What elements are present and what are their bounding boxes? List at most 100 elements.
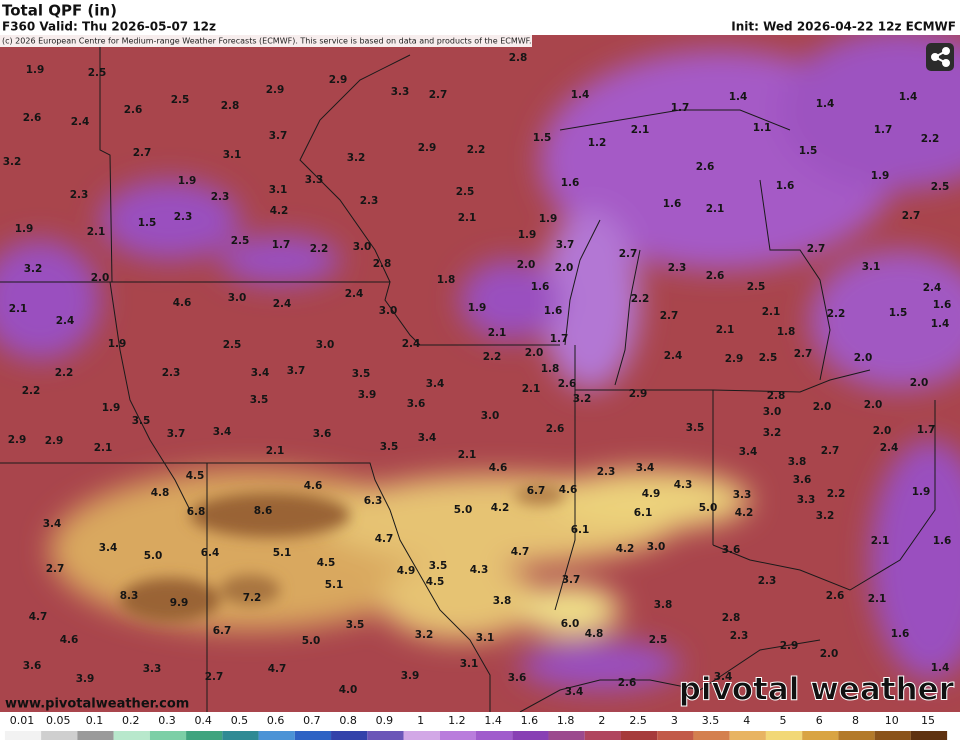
map-value-label: 2.3 xyxy=(597,466,616,478)
map-value-label: 1.6 xyxy=(933,299,952,311)
shoreline xyxy=(759,179,831,381)
map-value-label: 1.6 xyxy=(663,198,682,210)
map-value-label: 5.0 xyxy=(302,635,321,647)
map-value-label: 1.4 xyxy=(899,91,918,103)
valid-time: F360 Valid: Thu 2026-05-07 12z xyxy=(2,20,216,34)
shoreline xyxy=(559,109,791,131)
colorbar-label: 5 xyxy=(780,714,787,727)
map-value-label: 1.7 xyxy=(272,239,291,251)
colorbar-label: 15 xyxy=(921,714,935,727)
river-line xyxy=(109,281,191,511)
map-value-label: 2.7 xyxy=(807,243,826,255)
map-value-label: 2.0 xyxy=(910,377,929,389)
map-value-label: 3.0 xyxy=(379,305,398,317)
map-value-label: 1.4 xyxy=(931,662,950,674)
map-value-label: 4.2 xyxy=(270,205,289,217)
map-value-label: 1.5 xyxy=(799,145,818,157)
map-value-label: 1.9 xyxy=(468,302,487,314)
map-value-label: 2.0 xyxy=(555,262,574,274)
map-value-label: 3.6 xyxy=(793,474,812,486)
map-value-label: 6.3 xyxy=(364,495,383,507)
map-value-label: 2.1 xyxy=(716,324,735,336)
colorbar-swatch xyxy=(693,731,730,740)
map-value-label: 9.9 xyxy=(170,597,189,609)
colorbar-swatch xyxy=(657,731,694,740)
map-value-label: 3.5 xyxy=(352,368,371,380)
map-value-label: 2.1 xyxy=(9,303,28,315)
map-value-label: 2.4 xyxy=(71,116,90,128)
map-value-label: 2.5 xyxy=(223,339,242,351)
map-value-label: 2.3 xyxy=(70,189,89,201)
map-value-label: 2.4 xyxy=(402,338,421,350)
map-value-label: 6.0 xyxy=(561,618,580,630)
map-value-label: 1.9 xyxy=(15,223,34,235)
map-value-label: 2.3 xyxy=(730,630,749,642)
map-value-label: 1.6 xyxy=(776,180,795,192)
map-value-label: 4.9 xyxy=(642,488,661,500)
map-value-label: 2.0 xyxy=(854,352,873,364)
share-button[interactable] xyxy=(926,43,954,71)
map-value-label: 2.7 xyxy=(429,89,448,101)
map-value-label: 3.4 xyxy=(251,367,270,379)
colorbar-label: 0.1 xyxy=(86,714,104,727)
map-value-label: 2.0 xyxy=(517,259,536,271)
colorbar-swatch xyxy=(403,731,440,740)
map-value-label: 1.7 xyxy=(671,102,690,114)
state-line xyxy=(554,345,576,611)
colorbar-label: 4 xyxy=(743,714,750,727)
colorbar-label: 2 xyxy=(598,714,605,727)
colorbar-swatch xyxy=(258,731,295,740)
map-value-label: 2.0 xyxy=(813,401,832,413)
colorbar-swatch xyxy=(802,731,839,740)
map-value-label: 2.6 xyxy=(23,112,42,124)
colorbar-swatch xyxy=(294,731,332,740)
map-value-label: 4.6 xyxy=(559,484,578,496)
map-value-label: 1.6 xyxy=(544,305,563,317)
colorbar-swatch xyxy=(910,731,948,740)
map-value-label: 1.9 xyxy=(102,402,121,414)
map-value-label: 2.4 xyxy=(345,288,364,300)
map-value-label: 2.8 xyxy=(722,612,741,624)
map-value-label: 2.5 xyxy=(88,67,107,79)
map-value-label: 2.2 xyxy=(827,488,846,500)
share-icon[interactable] xyxy=(931,47,950,67)
colorbar-label: 3.5 xyxy=(702,714,720,727)
colorbar-swatch xyxy=(149,731,187,740)
map-value-label: 3.6 xyxy=(508,672,527,684)
map-value-label: 1.8 xyxy=(541,363,560,375)
map-value-label: 2.2 xyxy=(22,385,41,397)
map-value-label: 3.8 xyxy=(493,595,512,607)
colorbar-swatch xyxy=(367,731,404,740)
precip-field xyxy=(0,35,960,690)
map-value-label: 2.3 xyxy=(360,195,379,207)
map-value-label: 1.2 xyxy=(588,137,607,149)
map-value-label: 3.9 xyxy=(401,670,420,682)
map-value-label: 2.6 xyxy=(558,378,577,390)
map-value-label: 3.4 xyxy=(99,542,118,554)
map-value-label: 2.7 xyxy=(133,147,152,159)
map-value-label: 3.0 xyxy=(228,292,247,304)
colorbar-swatch xyxy=(729,731,766,740)
map-value-label: 1.5 xyxy=(138,217,157,229)
map-value-label: 3.1 xyxy=(862,261,881,273)
map-value-label: 2.2 xyxy=(467,144,486,156)
map-value-label: 3.3 xyxy=(797,494,816,506)
map-value-label: 3.1 xyxy=(269,184,288,196)
map-value-label: 4.7 xyxy=(511,546,530,558)
map-value-label: 3.0 xyxy=(316,339,335,351)
map-value-label: 4.3 xyxy=(470,564,489,576)
map-value-label: 3.5 xyxy=(346,619,365,631)
map-value-label: 4.8 xyxy=(151,487,170,499)
colorbar-label: 1.6 xyxy=(521,714,539,727)
state-line xyxy=(519,639,821,712)
colorbar-label: 0.4 xyxy=(194,714,212,727)
share-button-bg[interactable] xyxy=(926,43,954,71)
map-value-label: 1.9 xyxy=(108,338,127,350)
map-value-label: 8.6 xyxy=(254,505,273,517)
map-value-label: 4.6 xyxy=(304,480,323,492)
map-value-label: 2.7 xyxy=(205,671,224,683)
map-value-label: 2.7 xyxy=(902,210,921,222)
boundaries xyxy=(0,35,936,712)
state-line xyxy=(712,400,936,591)
